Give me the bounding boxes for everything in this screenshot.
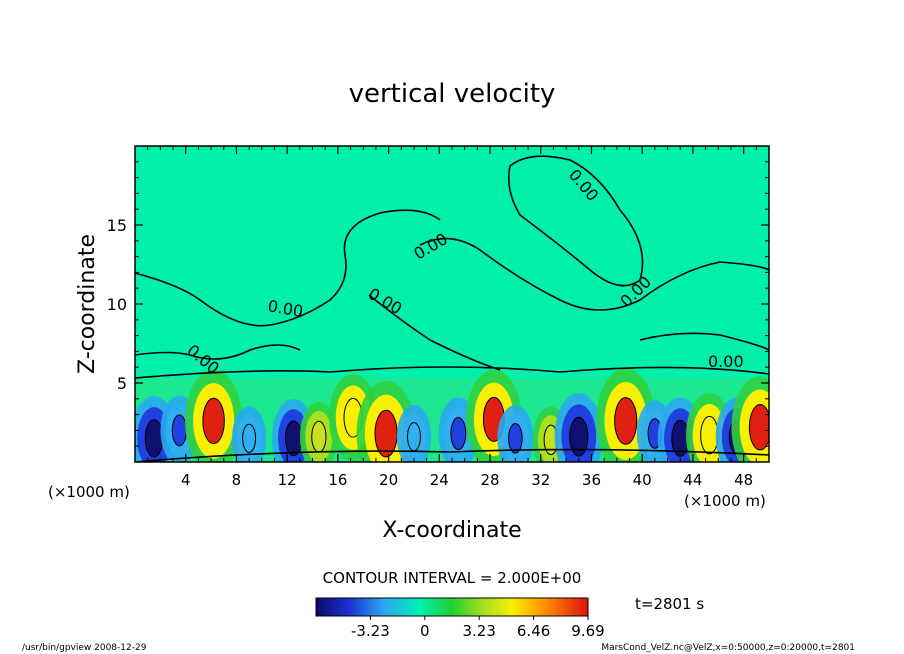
x-tick-label: 48 <box>734 471 753 489</box>
x-tick-label: 8 <box>232 471 242 489</box>
x-tick-label: 16 <box>328 471 347 489</box>
contour-line <box>135 366 769 379</box>
x-axis: 4 8 12 16 20 24 28 32 36 40 44 48 <box>147 146 757 489</box>
colorbar-tick-label: 6.46 <box>517 622 550 640</box>
velocity-cell-core <box>284 420 303 457</box>
contour-line <box>135 448 769 462</box>
contour-lines <box>135 155 769 462</box>
contour-line <box>639 332 769 351</box>
plot-area: 0.00 0.00 0.00 0.00 0.00 0.00 0.00 <box>135 146 769 462</box>
x-tick-label: 36 <box>582 471 601 489</box>
colorbar <box>315 597 589 617</box>
time-label: t=2801 s <box>635 595 704 613</box>
footer-left: /usr/bin/gpview 2008-12-29 <box>22 643 147 653</box>
footer-right: MarsCond_VelZ.nc@VelZ,x=0:50000,z=0:2000… <box>601 643 855 653</box>
velocity-cell-core <box>202 397 225 445</box>
x-tick-label: 20 <box>379 471 398 489</box>
velocity-cell-core <box>171 414 187 447</box>
y-axis: 5 10 15 <box>107 161 769 447</box>
x-tick-label: 32 <box>531 471 550 489</box>
x-unit-right: (×1000 m) <box>684 492 766 510</box>
y-tick-label: 15 <box>107 216 127 235</box>
colorbar-ticks: -3.23 0 3.23 6.46 9.69 <box>351 616 605 640</box>
y-axis-label: Z-coordinate <box>75 234 100 374</box>
contour-line <box>135 344 301 360</box>
x-unit-left: (×1000 m) <box>48 483 130 501</box>
x-tick-label: 24 <box>430 471 449 489</box>
colorbar-tick-label: 0 <box>420 622 430 640</box>
velocity-cell-core <box>407 422 421 452</box>
contour-line <box>419 237 769 311</box>
velocity-cell-core <box>374 409 398 458</box>
x-tick-label: 12 <box>278 471 297 489</box>
x-axis-label: X-coordinate <box>382 518 521 543</box>
contour-label: 0.00 <box>708 352 744 371</box>
colorbar-tick-label: 9.69 <box>571 622 604 640</box>
velocity-cell-core <box>144 419 164 458</box>
velocity-cell-core <box>508 423 523 454</box>
velocity-cell-core <box>450 416 467 451</box>
velocity-cell-core <box>311 420 327 453</box>
contour-interval: CONTOUR INTERVAL = 2.000E+00 <box>323 569 582 587</box>
y-tick-label: 10 <box>107 295 127 314</box>
x-tick-label: 28 <box>480 471 499 489</box>
contour-line <box>368 294 501 371</box>
velocity-cells <box>135 368 769 462</box>
x-tick-label: 4 <box>181 471 191 489</box>
y-tick-label: 5 <box>117 374 127 393</box>
contour-line <box>507 155 644 287</box>
velocity-cell-core <box>614 397 638 445</box>
colorbar-tick-label: -3.23 <box>351 622 390 640</box>
velocity-cell-core <box>748 404 769 451</box>
chart-title: vertical velocity <box>349 79 556 109</box>
x-tick-label: 44 <box>683 471 702 489</box>
velocity-cell-core <box>569 416 589 457</box>
velocity-cell-core <box>242 423 257 453</box>
velocity-cell-core <box>700 415 719 455</box>
contour-line <box>135 209 441 327</box>
x-tick-label: 40 <box>633 471 652 489</box>
colorbar-tick-label: 3.23 <box>462 622 495 640</box>
